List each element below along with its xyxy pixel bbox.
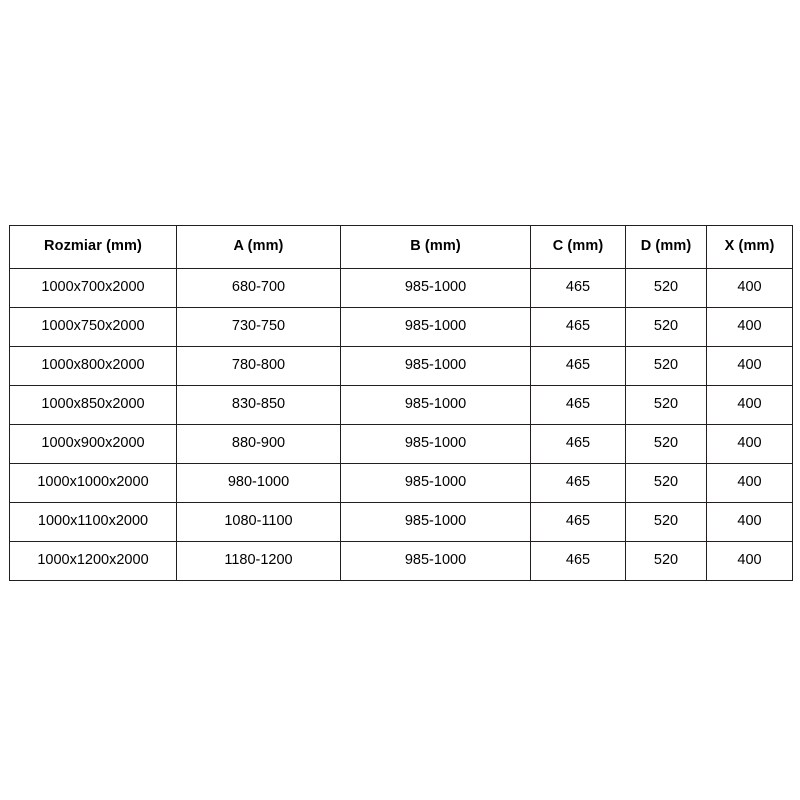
cell-d: 520 — [625, 463, 707, 503]
cell-d: 520 — [625, 268, 707, 308]
cell-x: 400 — [706, 268, 793, 308]
cell-x: 400 — [706, 463, 793, 503]
cell-x: 400 — [706, 385, 793, 425]
cell-d: 520 — [625, 346, 707, 386]
cell-size: 1000x900x2000 — [9, 424, 177, 464]
cell-x: 400 — [706, 424, 793, 464]
table-row: 1000x1100x2000 1080-1100 985-1000 465 52… — [9, 502, 793, 542]
column-header-a: A (mm) — [176, 225, 341, 269]
table-row: 1000x750x2000 730-750 985-1000 465 520 4… — [9, 307, 793, 347]
cell-x: 400 — [706, 541, 793, 581]
cell-size: 1000x1100x2000 — [9, 502, 177, 542]
table-row: 1000x900x2000 880-900 985-1000 465 520 4… — [9, 424, 793, 464]
cell-c: 465 — [530, 463, 626, 503]
cell-b: 985-1000 — [340, 463, 531, 503]
table-header: Rozmiar (mm) A (mm) B (mm) C (mm) D (mm)… — [9, 225, 793, 269]
table-row: 1000x1200x2000 1180-1200 985-1000 465 52… — [9, 541, 793, 581]
column-header-x: X (mm) — [706, 225, 793, 269]
column-header-c: C (mm) — [530, 225, 626, 269]
cell-b: 985-1000 — [340, 268, 531, 308]
cell-x: 400 — [706, 502, 793, 542]
cell-d: 520 — [625, 424, 707, 464]
cell-c: 465 — [530, 346, 626, 386]
cell-b: 985-1000 — [340, 502, 531, 542]
cell-size: 1000x850x2000 — [9, 385, 177, 425]
cell-a: 980-1000 — [176, 463, 341, 503]
cell-x: 400 — [706, 307, 793, 347]
table-row: 1000x700x2000 680-700 985-1000 465 520 4… — [9, 268, 793, 308]
cell-size: 1000x1200x2000 — [9, 541, 177, 581]
cell-a: 880-900 — [176, 424, 341, 464]
cell-d: 520 — [625, 541, 707, 581]
cell-size: 1000x1000x2000 — [9, 463, 177, 503]
cell-a: 730-750 — [176, 307, 341, 347]
table-row: 1000x1000x2000 980-1000 985-1000 465 520… — [9, 463, 793, 503]
table-row: 1000x800x2000 780-800 985-1000 465 520 4… — [9, 346, 793, 386]
cell-d: 520 — [625, 502, 707, 542]
cell-a: 680-700 — [176, 268, 341, 308]
cell-c: 465 — [530, 502, 626, 542]
cell-b: 985-1000 — [340, 541, 531, 581]
cell-a: 1180-1200 — [176, 541, 341, 581]
cell-a: 830-850 — [176, 385, 341, 425]
cell-c: 465 — [530, 307, 626, 347]
dimensions-table-container: Rozmiar (mm) A (mm) B (mm) C (mm) D (mm)… — [9, 225, 793, 581]
cell-b: 985-1000 — [340, 385, 531, 425]
cell-size: 1000x800x2000 — [9, 346, 177, 386]
cell-b: 985-1000 — [340, 307, 531, 347]
cell-b: 985-1000 — [340, 424, 531, 464]
cell-c: 465 — [530, 268, 626, 308]
cell-size: 1000x750x2000 — [9, 307, 177, 347]
table-body: 1000x700x2000 680-700 985-1000 465 520 4… — [9, 268, 793, 581]
table-header-row: Rozmiar (mm) A (mm) B (mm) C (mm) D (mm)… — [9, 225, 793, 269]
table-row: 1000x850x2000 830-850 985-1000 465 520 4… — [9, 385, 793, 425]
cell-a: 1080-1100 — [176, 502, 341, 542]
column-header-b: B (mm) — [340, 225, 531, 269]
cell-d: 520 — [625, 307, 707, 347]
cell-size: 1000x700x2000 — [9, 268, 177, 308]
cell-a: 780-800 — [176, 346, 341, 386]
column-header-d: D (mm) — [625, 225, 707, 269]
cell-b: 985-1000 — [340, 346, 531, 386]
cell-c: 465 — [530, 424, 626, 464]
cell-x: 400 — [706, 346, 793, 386]
dimensions-table: Rozmiar (mm) A (mm) B (mm) C (mm) D (mm)… — [9, 225, 793, 581]
cell-d: 520 — [625, 385, 707, 425]
cell-c: 465 — [530, 541, 626, 581]
cell-c: 465 — [530, 385, 626, 425]
column-header-size: Rozmiar (mm) — [9, 225, 177, 269]
